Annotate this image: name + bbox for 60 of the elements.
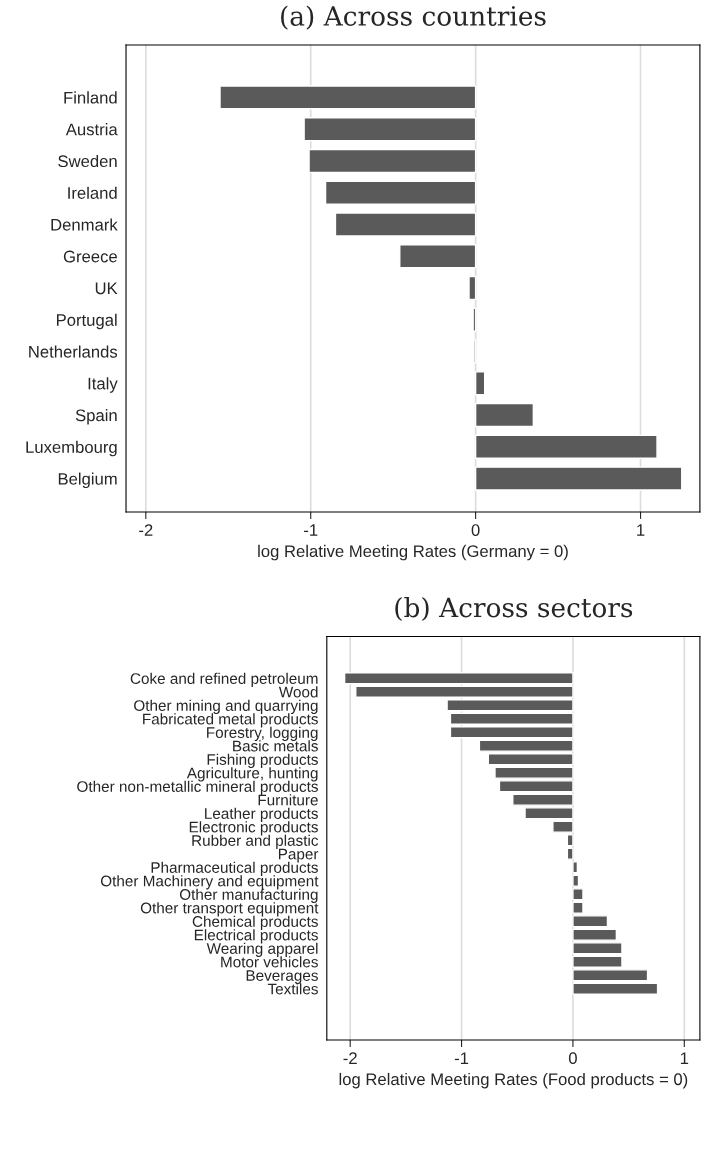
- bar: [474, 466, 683, 491]
- y-tick-label: Textiles: [267, 983, 318, 995]
- y-tick-label: Finland: [64, 91, 117, 104]
- y-tick-label: Belgium: [58, 472, 117, 489]
- x-tick-label: -2: [343, 1052, 357, 1064]
- y-tick-label: Fishing products: [207, 753, 318, 768]
- y-tick-label: Denmark: [51, 218, 118, 231]
- x-tick-label: -1: [454, 1052, 469, 1064]
- y-tick-label: UK: [95, 282, 118, 295]
- bar: [343, 672, 574, 685]
- y-tick-label: Luxembourg: [26, 440, 117, 457]
- y-tick-label: Paper: [278, 848, 319, 863]
- bar: [399, 244, 477, 269]
- y-tick-label: Leather products: [205, 807, 318, 822]
- y-tick-label: Furniture: [258, 794, 318, 806]
- y-tick-label: Agriculture, hunting: [186, 767, 318, 782]
- bar: [324, 180, 477, 205]
- y-tick-label: Forestry, logging: [207, 726, 318, 741]
- bar: [572, 982, 659, 995]
- y-tick-label: Basic metals: [233, 740, 318, 752]
- x-tick-label: 1: [680, 1052, 689, 1064]
- y-tick-label: Other manufacturing: [179, 888, 318, 903]
- y-tick-label: Spain: [75, 409, 117, 425]
- x-tick-label: 0: [471, 524, 480, 536]
- x-tick-label: -2: [139, 524, 153, 536]
- chart-title: (b) Across sectors: [395, 596, 633, 622]
- y-tick-label: Rubber and plastic: [192, 834, 319, 849]
- y-tick-label: Austria: [65, 123, 118, 136]
- chart-title: (a) Across countries: [281, 5, 546, 30]
- x-axis-title: log Relative Meeting Rates (Food products = 0): [339, 1072, 688, 1089]
- x-tick-label: 1: [637, 524, 645, 536]
- y-tick-label: Greece: [63, 250, 117, 263]
- y-tick-label: Motor vehicles: [221, 956, 318, 968]
- x-tick-label: 0: [568, 1052, 577, 1065]
- y-tick-label: Ireland: [68, 186, 117, 199]
- y-tick-label: Other transport equipment: [140, 902, 319, 917]
- y-tick-label: Chemical products: [192, 915, 318, 930]
- y-tick-label: Wood: [278, 686, 318, 698]
- y-tick-label: Pharmaceutical products: [151, 861, 318, 876]
- y-tick-label: Wearing apparel: [206, 942, 318, 957]
- bar: [474, 371, 486, 396]
- y-tick-label: Coke and refined petroleum: [130, 672, 318, 687]
- x-tick-label: -1: [304, 524, 318, 536]
- y-tick-label: Other Machinery and equipment: [100, 875, 319, 890]
- y-tick-label: Beverages: [246, 970, 318, 984]
- bar: [474, 434, 658, 459]
- bar: [219, 85, 477, 110]
- bar: [308, 148, 477, 174]
- y-tick-label: Sweden: [58, 154, 117, 168]
- y-tick-label: Portugal: [56, 313, 117, 330]
- y-tick-label: Italy: [88, 377, 118, 393]
- bar: [303, 117, 477, 142]
- y-tick-label: Other mining and quarrying: [134, 699, 318, 714]
- bar: [472, 307, 477, 332]
- y-tick-label: Fabricated metal products: [143, 713, 318, 728]
- bar: [474, 402, 535, 428]
- y-tick-label: Netherlands: [29, 345, 118, 358]
- x-axis-title: log Relative Meeting Rates (Germany = 0): [258, 544, 568, 561]
- bar: [334, 212, 477, 237]
- bar: [468, 275, 477, 301]
